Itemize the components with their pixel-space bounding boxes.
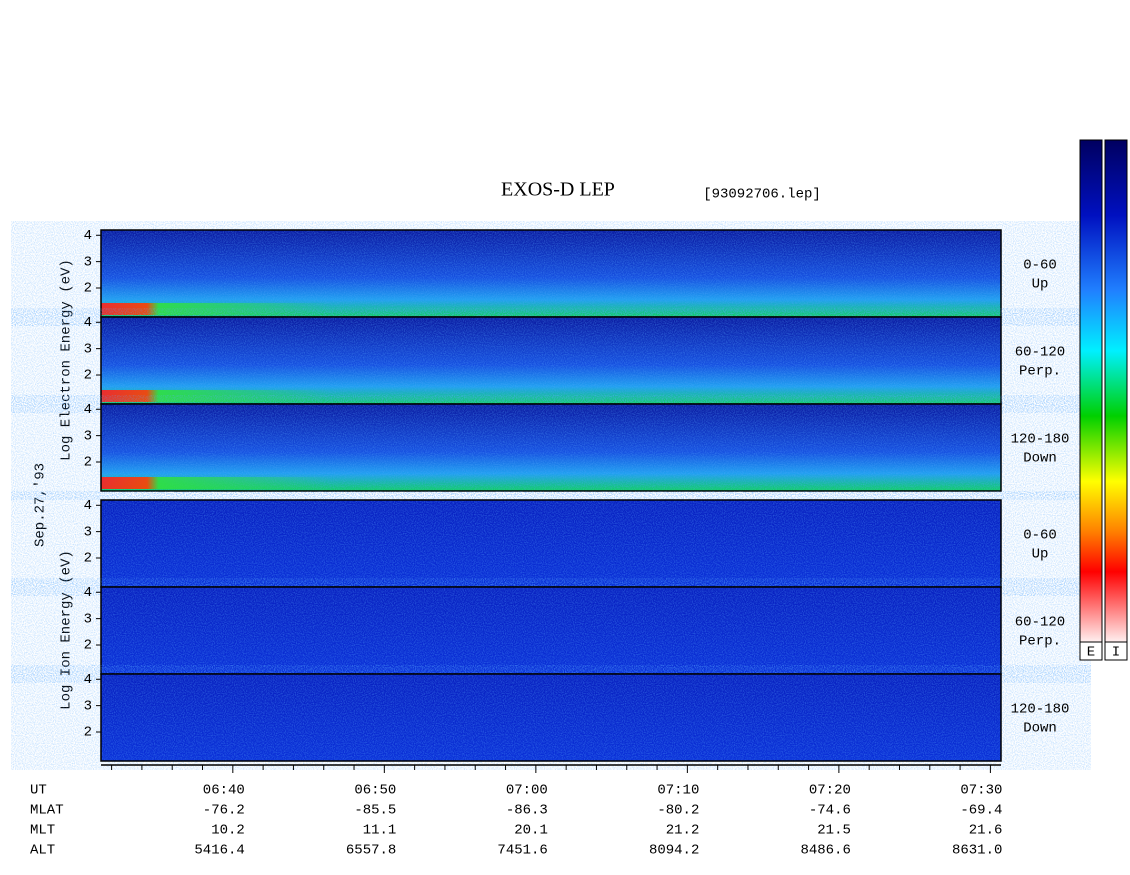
ephemeris-value: 7451.6 <box>497 843 547 859</box>
ephemeris-value: -76.2 <box>203 803 245 819</box>
panel-direction-label: Perp. <box>1019 634 1061 650</box>
y-tick-label: 2 <box>84 368 92 384</box>
x-tick-label: 07:20 <box>809 783 851 799</box>
colorbar <box>1079 139 1103 643</box>
ephemeris-value: 21.6 <box>969 823 1003 839</box>
x-tick-label: 06:40 <box>203 783 245 799</box>
ephemeris-value: 8631.0 <box>952 843 1002 859</box>
y-tick-label: 2 <box>84 455 92 471</box>
panel-direction-label: Up <box>1032 547 1049 563</box>
x-axis-title: UT <box>30 783 47 799</box>
y-tick-label: 2 <box>84 638 92 654</box>
ephemeris-value: -74.6 <box>809 803 851 819</box>
panel-pitch-label: 120-180 <box>1011 702 1070 718</box>
y-tick-label: 4 <box>84 315 92 331</box>
panel-direction-label: Up <box>1032 277 1049 293</box>
ephemeris-value: 21.5 <box>817 823 851 839</box>
panel-pitch-label: 0-60 <box>1023 528 1057 544</box>
panel-frame <box>100 403 1002 492</box>
ephemeris-label: MLT <box>30 823 55 839</box>
panel-direction-label: Perp. <box>1019 364 1061 380</box>
x-tick-label: 07:10 <box>657 783 699 799</box>
ephemeris-value: 8486.6 <box>800 843 850 859</box>
colorbar-label: I <box>1112 645 1120 661</box>
file-name: [93092706.lep] <box>703 187 821 203</box>
ephemeris-value: -69.4 <box>960 803 1002 819</box>
y-tick-label: 3 <box>84 428 92 444</box>
y-tick-label: 3 <box>84 524 92 540</box>
spectrogram-hot-band <box>101 477 331 489</box>
ephemeris-value: 5416.4 <box>194 843 244 859</box>
y-axis-title: Log Electron Energy (eV) <box>59 259 75 461</box>
ephemeris-value: 21.2 <box>666 823 700 839</box>
spectrogram-noise <box>101 587 1001 674</box>
date-label: Sep.27,'93 <box>33 463 49 547</box>
ephemeris-value: -85.5 <box>354 803 396 819</box>
spectrogram-noise <box>101 230 1001 317</box>
spectrogram-hot-band <box>101 303 331 315</box>
ephemeris-value: 8094.2 <box>649 843 699 859</box>
y-tick-label: 3 <box>84 611 92 627</box>
panel-pitch-label: 60-120 <box>1015 615 1065 631</box>
ephemeris-label: ALT <box>30 843 55 859</box>
y-tick-label: 3 <box>84 698 92 714</box>
panel-pitch-label: 60-120 <box>1015 345 1065 361</box>
panel-frame <box>100 673 1002 762</box>
colorbar <box>1104 139 1128 643</box>
panel-pitch-label: 0-60 <box>1023 258 1057 274</box>
y-tick-label: 3 <box>84 341 92 357</box>
spectrogram-noise <box>101 317 1001 404</box>
title: EXOS-D LEP <box>501 179 615 201</box>
panel-pitch-label: 120-180 <box>1011 432 1070 448</box>
colorbar-label-box <box>1079 641 1103 661</box>
colorbar-label-box <box>1104 641 1128 661</box>
colorbar-label: E <box>1087 645 1095 661</box>
ephemeris-value: -80.2 <box>657 803 699 819</box>
y-tick-label: 2 <box>84 725 92 741</box>
spectrogram-noise <box>101 674 1001 761</box>
ephemeris-label: MLAT <box>30 803 64 819</box>
x-tick-label: 06:50 <box>354 783 396 799</box>
y-tick-label: 4 <box>84 585 92 601</box>
ephemeris-value: 11.1 <box>363 823 397 839</box>
ephemeris-value: 20.1 <box>514 823 548 839</box>
y-tick-label: 2 <box>84 281 92 297</box>
panel-direction-label: Down <box>1023 451 1057 467</box>
x-tick-label: 07:00 <box>506 783 548 799</box>
y-tick-label: 2 <box>84 551 92 567</box>
spectrogram-noise <box>101 500 1001 587</box>
y-tick-label: 3 <box>84 254 92 270</box>
spectrogram-noise <box>101 404 1001 491</box>
y-tick-label: 4 <box>84 402 92 418</box>
x-tick-label: 07:30 <box>960 783 1002 799</box>
y-tick-label: 4 <box>84 228 92 244</box>
y-tick-label: 4 <box>84 498 92 514</box>
ephemeris-value: -86.3 <box>506 803 548 819</box>
y-tick-label: 4 <box>84 672 92 688</box>
panel-direction-label: Down <box>1023 721 1057 737</box>
ephemeris-value: 6557.8 <box>346 843 396 859</box>
spectrogram-hot-band <box>101 390 331 402</box>
y-axis-title: Log Ion Energy (eV) <box>59 550 75 710</box>
ephemeris-value: 10.2 <box>211 823 245 839</box>
